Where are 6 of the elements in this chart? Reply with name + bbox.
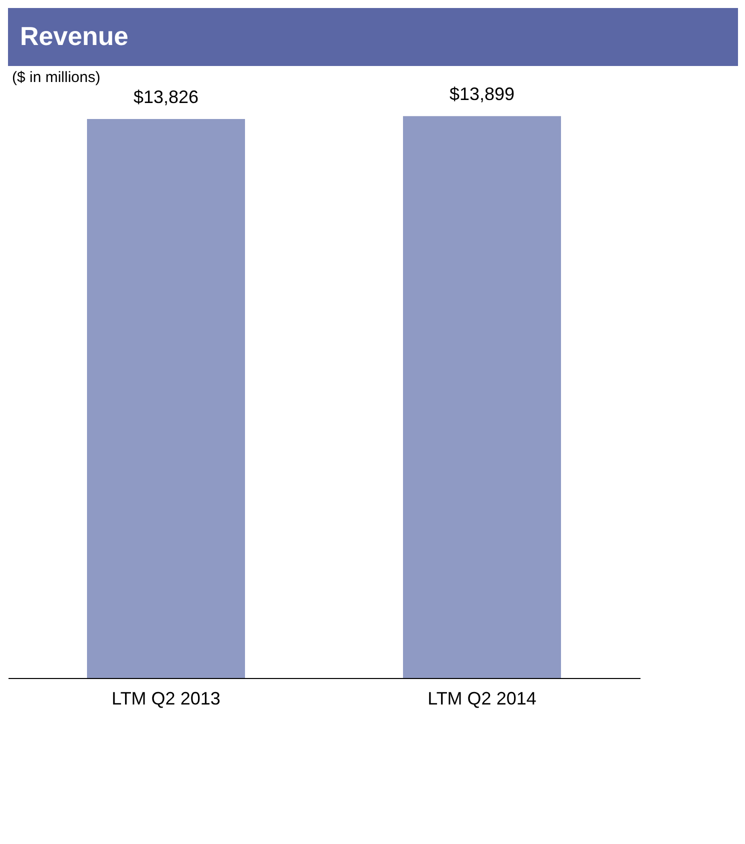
x-tick-label: LTM Q2 2014 (428, 688, 536, 708)
data-label: $13,899 (449, 84, 515, 104)
x-tick-label: LTM Q2 2013 (112, 688, 220, 708)
chart-title: Revenue (20, 21, 128, 51)
data-label: $13,826 (133, 87, 199, 108)
chart-subtitle: ($ in millions) (12, 69, 100, 86)
